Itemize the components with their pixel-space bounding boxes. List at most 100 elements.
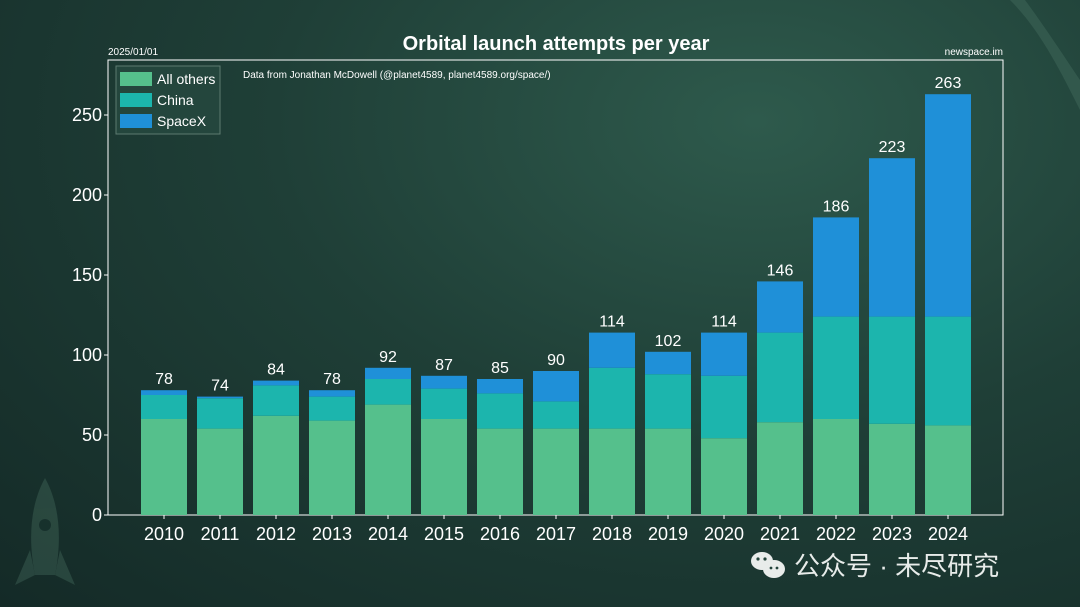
- bar-china-2017: [533, 401, 579, 429]
- bar-china-2013: [309, 396, 355, 421]
- total-label-2017: 90: [547, 352, 565, 369]
- bar-china-2011: [197, 398, 243, 429]
- x-tick-label-2010: 2010: [144, 524, 184, 544]
- bar-all-others-2024: [925, 425, 971, 515]
- legend-label-china: China: [157, 92, 194, 108]
- bar-spacex-2015: [421, 375, 467, 389]
- legend: All others China SpaceX: [115, 65, 221, 135]
- x-tick-label-2016: 2016: [480, 524, 520, 544]
- date-label: 2025/01/01: [108, 47, 158, 58]
- bar-spacex-2022: [813, 217, 859, 317]
- bar-china-2020: [701, 375, 747, 439]
- total-label-2020: 114: [711, 314, 737, 331]
- wechat-icon: [751, 552, 785, 578]
- bar-china-2010: [141, 395, 187, 419]
- x-axis: 2010 2011 2012 2013 2014 2015 2016 2017 2018 2019…: [144, 515, 968, 544]
- y-tick-label-100: 100: [72, 345, 102, 365]
- light-streak: [1010, 0, 1080, 110]
- bar-china-2024: [925, 316, 971, 426]
- legend-swatch-spacex: [120, 114, 152, 128]
- bar-all-others-2010: [141, 419, 187, 515]
- x-tick-label-2013: 2013: [312, 524, 352, 544]
- legend-swatch-all-others: [120, 72, 152, 86]
- y-tick-label-0: 0: [92, 505, 102, 525]
- bar-spacex-2014: [365, 367, 411, 379]
- bar-spacex-2019: [645, 351, 691, 375]
- bar-spacex-2024: [925, 94, 971, 317]
- bar-all-others-2015: [421, 419, 467, 515]
- x-tick-label-2015: 2015: [424, 524, 464, 544]
- watermark-text: 公众号 · 未尽研究: [794, 551, 999, 581]
- bar-all-others-2019: [645, 428, 691, 515]
- total-label-2011: 74: [211, 378, 229, 395]
- y-tick-label-200: 200: [72, 185, 102, 205]
- bar-china-2015: [421, 388, 467, 419]
- total-label-2013: 78: [323, 371, 341, 388]
- x-tick-label-2012: 2012: [256, 524, 296, 544]
- total-label-2015: 87: [435, 357, 453, 374]
- bar-all-others-2014: [365, 404, 411, 515]
- bar-spacex-2018: [589, 332, 635, 368]
- bar-all-others-2017: [533, 428, 579, 515]
- bar-all-others-2012: [253, 415, 299, 515]
- bar-china-2022: [813, 316, 859, 419]
- bar-china-2014: [365, 379, 411, 405]
- bar-china-2023: [869, 316, 915, 424]
- total-label-2024: 263: [935, 75, 962, 92]
- x-tick-label-2011: 2011: [201, 524, 240, 544]
- bar-spacex-2013: [309, 390, 355, 397]
- chart-subtitle: Data from Jonathan McDowell (@planet4589…: [243, 70, 551, 81]
- total-label-2019: 102: [655, 333, 682, 350]
- x-tick-label-2023: 2023: [872, 524, 912, 544]
- bar-spacex-2010: [141, 390, 187, 395]
- total-label-2022: 186: [823, 198, 850, 215]
- total-label-2016: 85: [491, 360, 509, 377]
- bar-spacex-2023: [869, 158, 915, 317]
- bar-spacex-2016: [477, 379, 523, 394]
- bar-china-2012: [253, 385, 299, 416]
- watermark: 公众号 · 未尽研究: [751, 551, 999, 581]
- bar-all-others-2022: [813, 419, 859, 515]
- y-axis: 0 50 100 150 200 250: [72, 105, 108, 525]
- bar-spacex-2017: [533, 371, 579, 402]
- x-tick-label-2024: 2024: [928, 524, 968, 544]
- total-label-2023: 223: [879, 139, 906, 156]
- bars-group: [141, 94, 971, 515]
- x-tick-label-2020: 2020: [704, 524, 744, 544]
- bar-spacex-2011: [197, 396, 243, 399]
- x-tick-label-2017: 2017: [536, 524, 576, 544]
- bar-china-2019: [645, 374, 691, 429]
- total-label-2012: 84: [267, 362, 285, 379]
- bar-spacex-2012: [253, 380, 299, 386]
- rocket-icon: [15, 478, 75, 585]
- x-tick-label-2021: 2021: [760, 524, 800, 544]
- y-tick-label-250: 250: [72, 105, 102, 125]
- x-tick-label-2022: 2022: [816, 524, 856, 544]
- y-tick-label-50: 50: [82, 425, 102, 445]
- x-tick-label-2014: 2014: [368, 524, 408, 544]
- bar-all-others-2018: [589, 428, 635, 515]
- bar-all-others-2021: [757, 422, 803, 515]
- bar-all-others-2011: [197, 428, 243, 515]
- source-label: newspace.im: [945, 47, 1003, 58]
- bar-spacex-2021: [757, 281, 803, 333]
- chart-title: Orbital launch attempts per year: [403, 33, 710, 55]
- x-tick-label-2019: 2019: [648, 524, 688, 544]
- total-label-2018: 114: [599, 314, 625, 331]
- x-tick-label-2018: 2018: [592, 524, 632, 544]
- bar-spacex-2020: [701, 332, 747, 376]
- total-label-2010: 78: [155, 371, 173, 388]
- legend-label-all-others: All others: [157, 71, 215, 87]
- bar-china-2016: [477, 393, 523, 429]
- totals-group: 78 74 84 78 92 87 85 90 114 102 114 146 186 223 263: [155, 75, 961, 394]
- legend-label-spacex: SpaceX: [157, 113, 207, 129]
- bar-all-others-2013: [309, 420, 355, 515]
- bar-china-2018: [589, 367, 635, 429]
- total-label-2021: 146: [767, 262, 794, 279]
- bar-all-others-2020: [701, 438, 747, 515]
- total-label-2014: 92: [379, 349, 397, 366]
- bar-china-2021: [757, 332, 803, 423]
- bar-all-others-2016: [477, 428, 523, 515]
- bar-all-others-2023: [869, 423, 915, 515]
